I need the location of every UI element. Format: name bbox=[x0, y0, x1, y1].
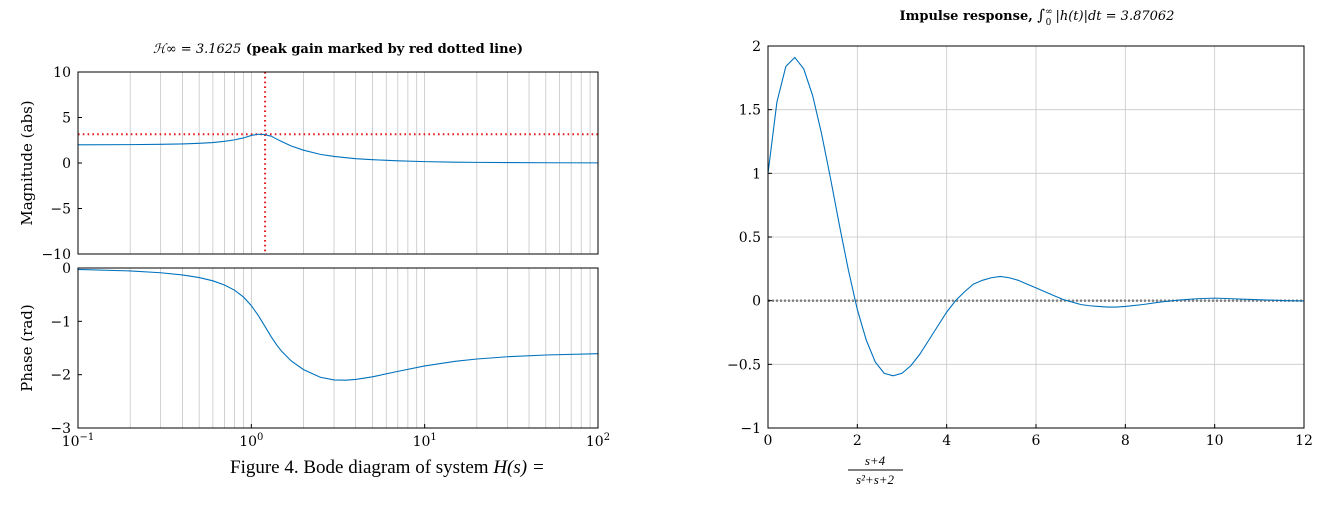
magnitude-y-label: Magnitude (abs) bbox=[18, 100, 36, 225]
impulse-y-tick-label: 1 bbox=[752, 166, 761, 182]
magnitude-y-tick-label: −10 bbox=[41, 247, 71, 263]
magnitude-line bbox=[77, 133, 599, 164]
phase-x-tick-label: 10−1 bbox=[62, 432, 95, 450]
phase-x-tick-label: 100 bbox=[239, 432, 263, 450]
impulse-x-tick-label: 8 bbox=[1121, 433, 1130, 449]
peak-gain-markers bbox=[78, 72, 598, 254]
phase-x-tick-label: 101 bbox=[413, 432, 437, 450]
magnitude-series bbox=[77, 133, 599, 164]
impulse-x-ticks: 0 2 4 6 8 10 12 bbox=[764, 424, 1313, 449]
impulse-y-tick-label: −1 bbox=[740, 421, 761, 437]
impulse-title-integral: ∫ bbox=[1037, 6, 1045, 24]
impulse-title-text: Impulse response, bbox=[900, 9, 1038, 24]
magnitude-title-lhs: ℋ∞ = 3.1625 bbox=[153, 42, 241, 57]
impulse-panel: Impulse response, ∫∞ 0 |h(t)|dt = 3.87062… bbox=[727, 6, 1313, 449]
magnitude-y-tick-label: 5 bbox=[62, 111, 71, 127]
phase-y-tick-label: 0 bbox=[62, 261, 71, 277]
impulse-y-tick-label: −0.5 bbox=[727, 357, 761, 373]
phase-axes-frame bbox=[77, 267, 599, 429]
phase-x-tick-label: 102 bbox=[586, 432, 610, 450]
magnitude-y-tick-label: 0 bbox=[62, 156, 71, 172]
phase-y-tick-label: −3 bbox=[50, 421, 71, 437]
magnitude-title: ℋ∞ = 3.1625 (peak gain marked by red dot… bbox=[153, 42, 523, 57]
magnitude-y-ticks: −10 −5 0 5 10 bbox=[41, 65, 82, 263]
caption-text: Figure 4. Bode diagram of system bbox=[230, 457, 493, 478]
magnitude-title-rest: (peak gain marked by red dotted line) bbox=[241, 42, 523, 57]
impulse-x-tick-label: 10 bbox=[1206, 433, 1224, 449]
caption-lhs: H(s) = bbox=[492, 457, 544, 478]
impulse-series bbox=[767, 56, 1305, 377]
magnitude-panel: ℋ∞ = 3.1625 (peak gain marked by red dot… bbox=[18, 42, 599, 263]
impulse-line bbox=[767, 56, 1305, 377]
magnitude-y-tick-label: −5 bbox=[50, 202, 71, 218]
impulse-title-lower-limit: 0 bbox=[1046, 18, 1052, 28]
impulse-title: Impulse response, ∫∞ 0 |h(t)|dt = 3.87062 bbox=[900, 6, 1175, 28]
phase-y-tick-label: −1 bbox=[50, 314, 71, 330]
phase-y-label: Phase (rad) bbox=[18, 304, 36, 391]
phase-series bbox=[77, 268, 599, 381]
phase-line bbox=[77, 268, 599, 381]
impulse-x-tick-label: 0 bbox=[764, 433, 773, 449]
impulse-y-ticks: −1 −0.5 0 0.5 1 1.5 2 bbox=[727, 39, 772, 437]
impulse-y-tick-label: 2 bbox=[752, 39, 761, 55]
phase-y-ticks: −3 −2 −1 0 bbox=[50, 261, 82, 437]
phase-x-ticks: 10−1 100 101 102 bbox=[62, 424, 610, 450]
magnitude-y-tick-label: 10 bbox=[53, 65, 71, 81]
impulse-x-tick-label: 6 bbox=[1032, 433, 1041, 449]
phase-panel: −3 −2 −1 0 10−1 100 101 102 Phase (rad) bbox=[18, 261, 610, 450]
caption-numerator: s+4 bbox=[865, 453, 886, 468]
impulse-title-expr: |h(t)|dt = 3.87062 bbox=[1051, 9, 1174, 24]
phase-y-tick-label: −2 bbox=[50, 368, 71, 384]
impulse-y-tick-label: 0 bbox=[752, 294, 761, 310]
impulse-y-tick-label: 1.5 bbox=[739, 103, 761, 119]
impulse-grid bbox=[767, 45, 1305, 429]
impulse-title-upper-limit: ∞ bbox=[1045, 7, 1053, 17]
impulse-x-tick-label: 12 bbox=[1295, 433, 1313, 449]
caption-denominator: s²+s+2 bbox=[856, 472, 895, 487]
impulse-y-tick-label: 0.5 bbox=[739, 230, 761, 246]
impulse-x-tick-label: 2 bbox=[853, 433, 862, 449]
figure-caption: Figure 4. Bode diagram of system H(s) = bbox=[230, 457, 545, 478]
impulse-x-tick-label: 4 bbox=[942, 433, 951, 449]
phase-grid bbox=[129, 268, 591, 428]
